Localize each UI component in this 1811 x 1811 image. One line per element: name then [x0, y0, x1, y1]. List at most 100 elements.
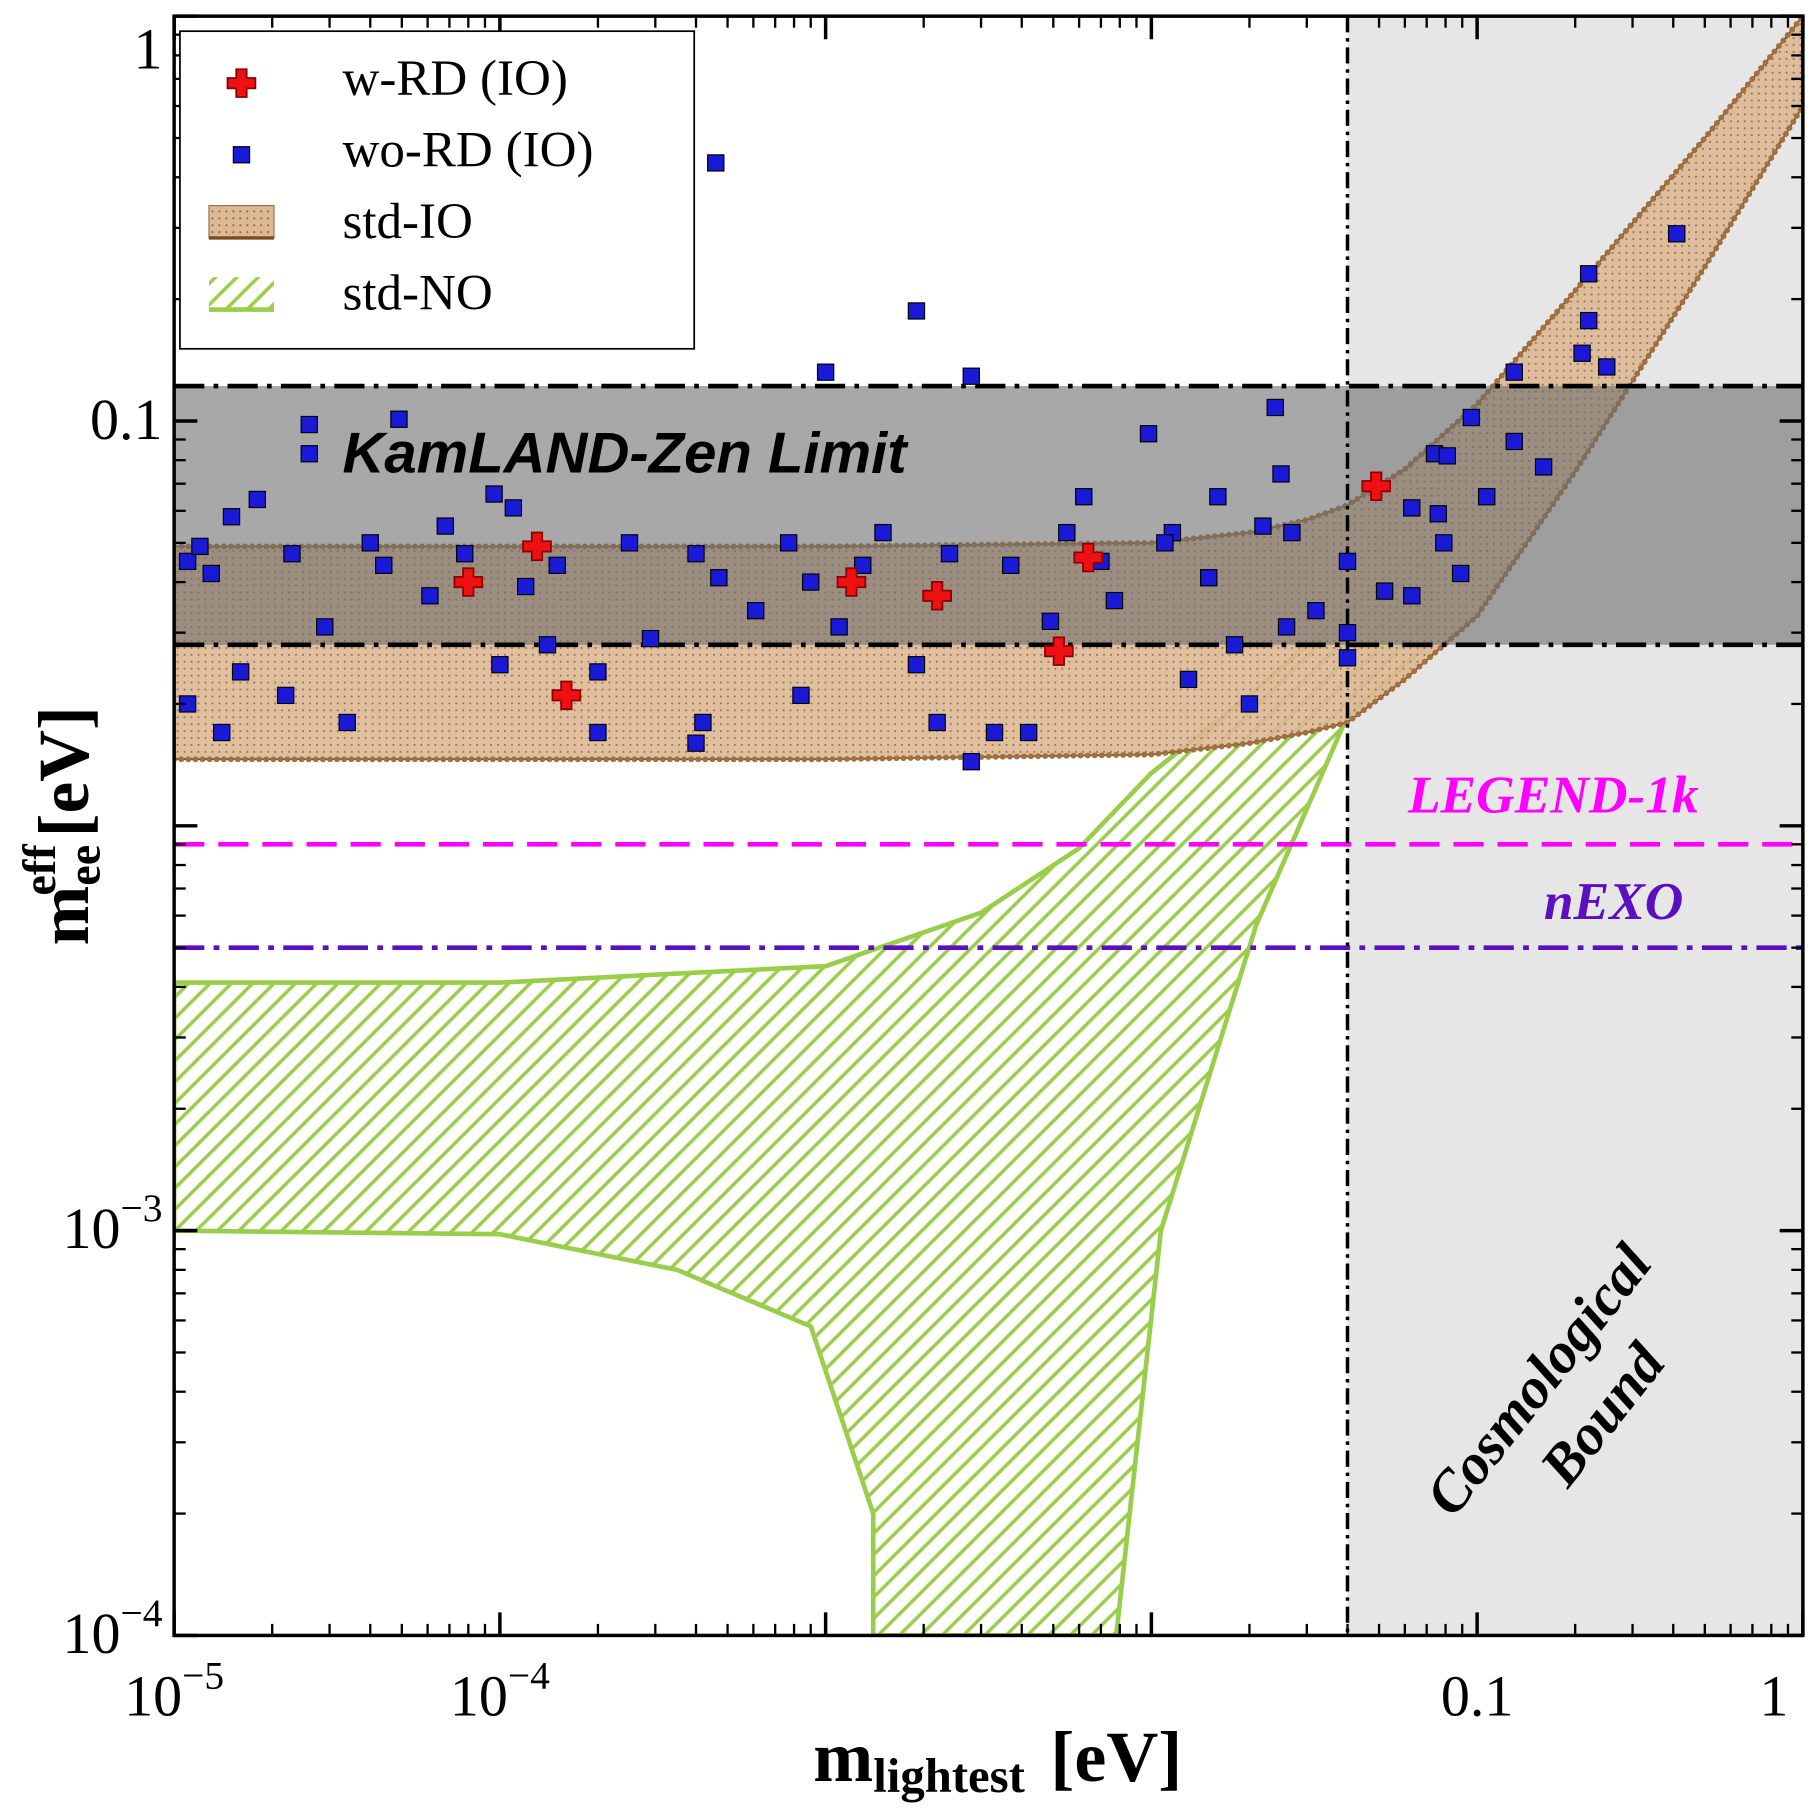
point: [1451, 564, 1470, 583]
x-tick-label: 10−4: [450, 1653, 550, 1728]
point: [390, 410, 408, 428]
point: [802, 573, 820, 591]
point: [491, 656, 509, 674]
point: [1073, 542, 1104, 573]
point: [1254, 517, 1272, 535]
point: [191, 537, 209, 556]
legend-marker: [226, 68, 257, 98]
legend-swatch: [208, 277, 274, 310]
legend-label: std-NO: [342, 266, 492, 322]
point: [1156, 534, 1174, 552]
point: [1477, 488, 1496, 506]
tick-base: 10: [124, 1664, 182, 1729]
y-title-unit: [eV]: [24, 706, 104, 837]
point: [1240, 695, 1259, 713]
point: [1041, 612, 1060, 630]
point: [1361, 471, 1392, 501]
point: [589, 663, 607, 681]
point: [1505, 363, 1523, 381]
point: [1058, 523, 1076, 542]
point: [1438, 447, 1457, 465]
point: [687, 734, 705, 752]
point: [548, 556, 566, 574]
kamland-band: [174, 386, 1803, 645]
point: [1277, 618, 1296, 636]
x-tick-label: 0.1: [1441, 1664, 1514, 1729]
point: [1505, 432, 1523, 451]
point: [1435, 534, 1453, 552]
point: [453, 567, 484, 597]
point: [589, 723, 607, 742]
point: [538, 636, 557, 654]
point: [746, 601, 765, 620]
point: [620, 534, 639, 552]
point: [1307, 601, 1325, 620]
tick-base: 10: [63, 1197, 121, 1262]
point: [283, 545, 301, 563]
point: [248, 490, 266, 509]
tick-exponent: −3: [121, 1186, 163, 1230]
point: [1579, 311, 1598, 330]
nexo-label: nEXO: [1544, 872, 1683, 931]
point: [1105, 591, 1124, 610]
y-title-sup: eff: [15, 844, 66, 896]
legend-marker: [232, 146, 251, 164]
point: [694, 713, 712, 732]
point: [1044, 636, 1074, 666]
point: [222, 508, 241, 526]
point: [1179, 670, 1198, 689]
point: [421, 587, 439, 605]
kamland-label: KamLAND-Zen Limit: [342, 422, 909, 486]
x-axis-title: mlightest [eV]: [813, 1717, 1182, 1803]
point: [375, 556, 393, 574]
point: [1429, 505, 1448, 523]
point: [792, 686, 810, 705]
x-tick-label: 1: [1759, 1664, 1788, 1729]
point: [641, 629, 660, 648]
point: [1002, 556, 1020, 574]
point: [231, 663, 250, 681]
point: [1403, 587, 1421, 605]
y-title-sub: ee: [59, 845, 110, 886]
point: [1266, 398, 1284, 417]
point: [1573, 344, 1591, 362]
point: [1283, 523, 1301, 542]
y-tick-label: 10−3: [63, 1186, 163, 1261]
point: [1075, 488, 1093, 506]
y-axis-title-group: meeeff [eV]: [15, 706, 110, 945]
point: [779, 534, 798, 552]
x-title-unit: [eV]: [1050, 1717, 1182, 1797]
y-title-main: m: [24, 886, 104, 946]
point: [213, 723, 231, 742]
point: [1598, 358, 1616, 376]
point: [178, 552, 197, 571]
point: [962, 753, 980, 771]
point: [436, 517, 455, 535]
point: [830, 618, 848, 636]
point: [551, 680, 582, 711]
point: [504, 499, 523, 517]
point: [1019, 723, 1038, 742]
x-title-sub: lightest: [873, 1749, 1025, 1803]
legend-label: w-RD (IO): [342, 51, 567, 107]
legend-label: wo-RD (IO): [342, 123, 593, 179]
legend-label: std-IO: [342, 194, 472, 250]
point: [516, 577, 535, 596]
point: [836, 567, 867, 597]
point: [202, 564, 220, 583]
y-tick-label: 0.1: [90, 387, 163, 452]
point: [922, 581, 952, 611]
point: [928, 713, 946, 732]
point: [985, 723, 1004, 742]
tick-base: 10: [450, 1664, 508, 1729]
y-tick-label: 10−4: [63, 1591, 163, 1666]
point: [316, 618, 334, 636]
point: [485, 485, 503, 503]
point: [707, 154, 725, 172]
point: [687, 545, 705, 563]
cosmological-region: [1347, 16, 1803, 1636]
point: [874, 523, 892, 542]
point: [1462, 408, 1481, 427]
